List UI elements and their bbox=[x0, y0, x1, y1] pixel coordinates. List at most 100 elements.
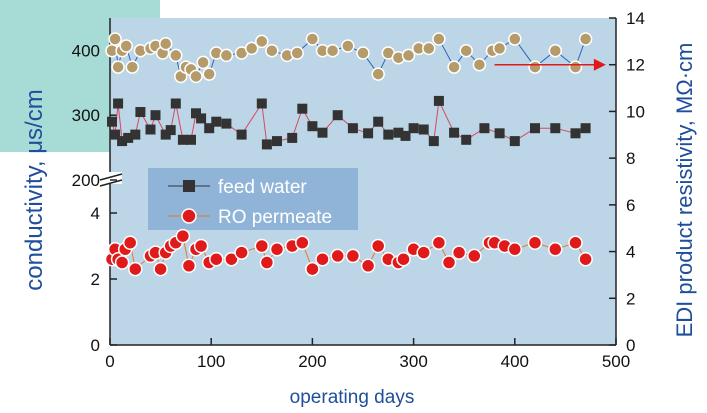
ro-permeate-point bbox=[234, 245, 249, 260]
legend-label-ro-permeate: RO permeate bbox=[218, 207, 332, 228]
edi-resistivity-point bbox=[472, 57, 487, 72]
feed-water-point bbox=[428, 136, 439, 147]
feed-water-point bbox=[383, 129, 394, 140]
ro-permeate-point bbox=[396, 251, 411, 267]
ro-permeate-point bbox=[416, 245, 431, 260]
feed-water-point bbox=[170, 98, 181, 109]
feed-water-point bbox=[130, 129, 141, 140]
ro-permeate-point bbox=[224, 251, 239, 267]
right-tick-label: 6 bbox=[626, 196, 635, 215]
ro-permeate-point bbox=[451, 245, 467, 260]
edi-resistivity-point bbox=[265, 43, 279, 58]
feed-water-point bbox=[256, 98, 267, 109]
edi-resistivity-point bbox=[432, 32, 446, 46]
ro-permeate-point bbox=[370, 238, 386, 254]
left-lower-tick-label: 2 bbox=[91, 270, 100, 289]
edi-resistivity-point bbox=[255, 34, 269, 49]
ro-permeate-point bbox=[431, 235, 447, 250]
feed-water-point bbox=[196, 113, 207, 124]
edi-resistivity-point bbox=[528, 60, 542, 74]
feed-water-point bbox=[110, 129, 121, 140]
edi-resistivity-point bbox=[492, 41, 507, 56]
feed-water-point bbox=[107, 116, 117, 127]
left-axis-title: conductivity, μs/cm bbox=[21, 89, 48, 290]
ro-permeate-point bbox=[259, 255, 275, 270]
feed-water-point bbox=[530, 123, 540, 134]
edi-resistivity-point bbox=[196, 55, 210, 70]
edi-resistivity-point bbox=[202, 67, 216, 81]
x-tick-label: 0 bbox=[105, 352, 114, 371]
feed-water-point bbox=[580, 123, 591, 134]
ro-permeate-point bbox=[269, 242, 285, 257]
feed-water-point bbox=[373, 116, 384, 127]
right-tick-label: 14 bbox=[626, 9, 645, 28]
legend: feed water RO permeate bbox=[148, 168, 358, 230]
edi-resistivity-point bbox=[459, 43, 473, 58]
feed-water-point bbox=[211, 116, 222, 127]
ro-permeate-point bbox=[175, 228, 191, 244]
feed-water-point bbox=[135, 107, 146, 117]
feed-water-point bbox=[287, 132, 298, 143]
left-lower-tick-label: 0 bbox=[91, 336, 100, 355]
left-upper-tick-label: 400 bbox=[72, 41, 100, 60]
edi-resistivity-point bbox=[356, 46, 370, 60]
edi-resistivity-point bbox=[422, 41, 436, 56]
right-tick-label: 4 bbox=[626, 243, 635, 262]
x-tick-label: 200 bbox=[298, 352, 326, 371]
feed-water-point bbox=[461, 134, 472, 145]
ro-permeate-point bbox=[507, 242, 523, 257]
feed-water-point bbox=[221, 118, 232, 129]
edi-resistivity-point bbox=[568, 60, 583, 74]
feed-water-point bbox=[317, 127, 328, 138]
edi-resistivity-point bbox=[125, 60, 140, 74]
right-axis-title: EDI product resistivity, MΩ·cm bbox=[672, 43, 697, 338]
edi-resistivity-point bbox=[325, 43, 340, 58]
ro-permeate-point bbox=[254, 238, 270, 254]
x-tick-label: 500 bbox=[602, 352, 630, 371]
feed-water-point bbox=[150, 110, 161, 121]
ro-permeate-point bbox=[441, 255, 457, 270]
series-marks bbox=[104, 32, 593, 277]
axis-break-mark bbox=[99, 172, 123, 187]
feed-water-point bbox=[204, 123, 215, 134]
feed-water-point bbox=[117, 136, 128, 147]
feed-water-point bbox=[418, 124, 429, 135]
feed-water-point bbox=[261, 139, 272, 150]
edi-resistivity-point bbox=[447, 60, 461, 74]
left-lower-tick-label: 4 bbox=[91, 204, 100, 223]
edi-resistivity-point bbox=[111, 60, 125, 74]
feed-water-point bbox=[165, 125, 176, 136]
edi-resistivity-point bbox=[119, 39, 133, 53]
ro-permeate-point bbox=[305, 261, 320, 277]
right-tick-label: 8 bbox=[626, 149, 635, 168]
feed-water-point bbox=[332, 110, 343, 121]
edi-resistivity-point bbox=[189, 69, 203, 84]
feed-water-point bbox=[570, 128, 581, 139]
ro-permeate-point bbox=[568, 235, 583, 250]
feed-water-point bbox=[393, 127, 404, 138]
edi-resistivity-point bbox=[305, 32, 320, 46]
feed-water-point bbox=[123, 132, 134, 143]
right-tick-label: 10 bbox=[626, 102, 645, 121]
feed-water-point bbox=[433, 95, 444, 106]
feed-water-point bbox=[297, 103, 308, 114]
legend-marker-ro-permeate bbox=[181, 208, 197, 224]
arrow-head bbox=[593, 58, 606, 71]
edi-resistivity-point bbox=[401, 48, 416, 63]
legend-label-feed-water: feed water bbox=[218, 177, 307, 198]
right-tick-label: 2 bbox=[626, 289, 635, 308]
feed-water-point bbox=[550, 123, 561, 134]
ro-permeate-point bbox=[181, 258, 197, 274]
ro-permeate-point bbox=[128, 261, 143, 277]
feed-water-point bbox=[236, 129, 247, 140]
edi-resistivity-point bbox=[169, 48, 183, 63]
ro-permeate-point bbox=[345, 248, 361, 264]
ro-permeate-point bbox=[467, 248, 482, 264]
left-upper-tick-label: 200 bbox=[72, 171, 100, 190]
edi-resistivity-point bbox=[371, 67, 385, 81]
ro-permeate-point bbox=[122, 235, 138, 250]
edi-resistivity-point bbox=[290, 46, 304, 60]
ro-permeate-point bbox=[114, 255, 130, 270]
ro-permeate-point bbox=[548, 242, 563, 257]
